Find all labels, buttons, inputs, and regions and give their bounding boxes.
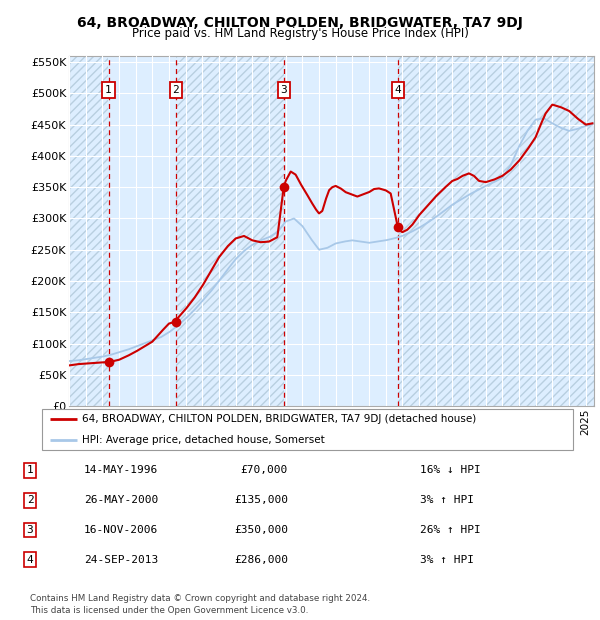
- Text: 2: 2: [172, 85, 179, 95]
- Bar: [176, 56, 284, 406]
- Text: 24-SEP-2013: 24-SEP-2013: [84, 555, 158, 565]
- Text: 1: 1: [105, 85, 112, 95]
- Text: HPI: Average price, detached house, Somerset: HPI: Average price, detached house, Some…: [82, 435, 325, 445]
- Text: Price paid vs. HM Land Registry's House Price Index (HPI): Price paid vs. HM Land Registry's House …: [131, 27, 469, 40]
- Text: 3: 3: [280, 85, 287, 95]
- Text: 2: 2: [26, 495, 34, 505]
- Text: 3: 3: [26, 525, 34, 535]
- Text: 26% ↑ HPI: 26% ↑ HPI: [420, 525, 481, 535]
- Bar: [69, 56, 109, 406]
- Bar: [284, 56, 398, 406]
- Text: 3% ↑ HPI: 3% ↑ HPI: [420, 555, 474, 565]
- Text: £70,000: £70,000: [241, 466, 288, 476]
- Text: 16-NOV-2006: 16-NOV-2006: [84, 525, 158, 535]
- Text: £350,000: £350,000: [234, 525, 288, 535]
- Text: £135,000: £135,000: [234, 495, 288, 505]
- Text: 4: 4: [26, 555, 34, 565]
- Text: 4: 4: [394, 85, 401, 95]
- Text: £286,000: £286,000: [234, 555, 288, 565]
- FancyBboxPatch shape: [42, 409, 573, 450]
- Text: 14-MAY-1996: 14-MAY-1996: [84, 466, 158, 476]
- Text: 3% ↑ HPI: 3% ↑ HPI: [420, 495, 474, 505]
- Text: 26-MAY-2000: 26-MAY-2000: [84, 495, 158, 505]
- Bar: [398, 56, 594, 406]
- Text: 64, BROADWAY, CHILTON POLDEN, BRIDGWATER, TA7 9DJ (detached house): 64, BROADWAY, CHILTON POLDEN, BRIDGWATER…: [82, 414, 476, 424]
- Text: 64, BROADWAY, CHILTON POLDEN, BRIDGWATER, TA7 9DJ: 64, BROADWAY, CHILTON POLDEN, BRIDGWATER…: [77, 16, 523, 30]
- Bar: [109, 56, 176, 406]
- Text: 1: 1: [26, 466, 34, 476]
- Text: Contains HM Land Registry data © Crown copyright and database right 2024.
This d: Contains HM Land Registry data © Crown c…: [30, 594, 370, 615]
- Text: 16% ↓ HPI: 16% ↓ HPI: [420, 466, 481, 476]
